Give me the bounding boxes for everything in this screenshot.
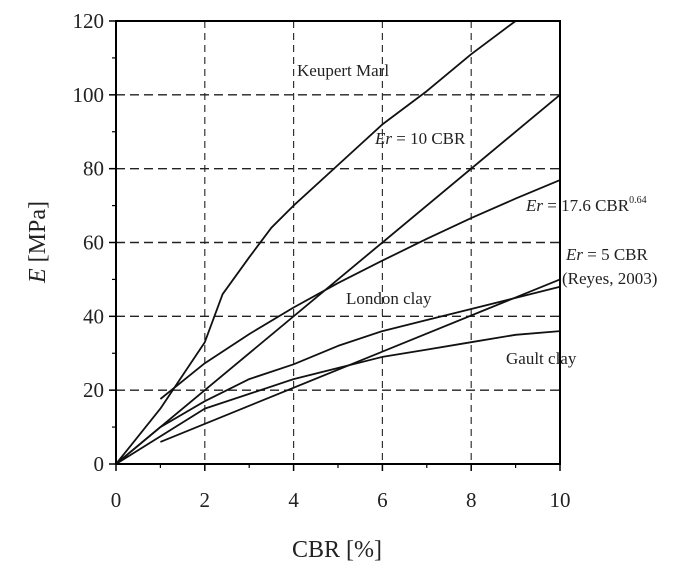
annotation-er-10-cbr: Er = 10 CBR: [374, 129, 466, 148]
y-tick-label: 20: [83, 378, 104, 402]
x-axis-label: CBR [%]: [292, 537, 382, 563]
annotation-london-clay: London clay: [346, 289, 432, 308]
grid-lines: [116, 21, 560, 464]
annotation-er-5-cbr: Er = 5 CBR: [565, 245, 649, 264]
y-tick-label: 100: [73, 83, 105, 107]
x-tick-label: 2: [200, 488, 211, 512]
series-lines: [115, 20, 561, 465]
plot-frame: [115, 20, 561, 465]
y-tick-label: 120: [73, 9, 105, 33]
series-line-er-5-cbr: [160, 278, 561, 443]
axis-ticks: [109, 20, 561, 471]
annotation-gault-clay: Gault clay: [506, 349, 577, 368]
x-tick-label: 4: [288, 488, 299, 512]
x-tick-label: 10: [550, 488, 571, 512]
series-line-gault-clay: [115, 330, 561, 465]
annotation-er-17-6-cbr: Er = 17.6 CBR0.64: [525, 195, 647, 215]
series-line-er-10-cbr: [115, 94, 561, 465]
annotation-reyes-2003: (Reyes, 2003): [562, 269, 657, 288]
series-line-keupert-marl: [115, 20, 517, 465]
series-line-er-17-6-cbr-0-64: [159, 179, 561, 400]
series-line-london-clay: [115, 285, 561, 465]
y-tick-label: 0: [94, 452, 105, 476]
annotation-keupert-marl: Keupert Marl: [297, 61, 389, 80]
x-tick-label: 6: [377, 488, 388, 512]
y-tick-label: 80: [83, 157, 104, 181]
x-tick-label: 0: [111, 488, 122, 512]
x-tick-label: 8: [466, 488, 477, 512]
y-axis-label: E [MPa]: [25, 201, 51, 284]
y-tick-label: 60: [83, 231, 104, 255]
y-tick-label: 40: [83, 304, 104, 328]
